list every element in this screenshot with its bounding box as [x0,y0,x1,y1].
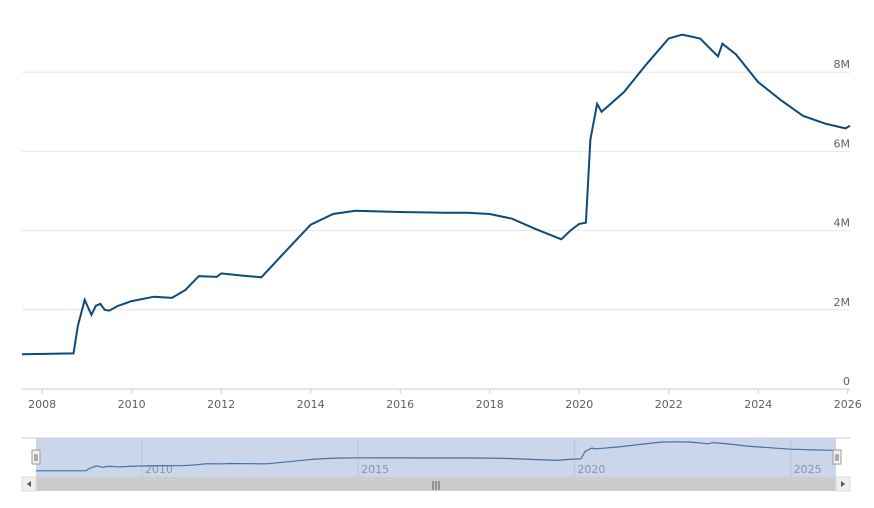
x-axis: 2008 2010 2012 2014 2016 2018 2020 2022 2024 2026 [22,388,862,411]
x-tick-label: 2022 [655,398,683,411]
navigator-x-axis: 2010 2015 2020 2025 [141,438,822,477]
navigator-series-line [36,441,837,472]
y-tick-label: 6M [834,137,851,150]
y-tick-label: 8M [834,58,851,71]
arrow-left-icon [27,481,31,487]
scrollbar-thumb[interactable] [36,477,836,491]
y-tick-label: 0 [843,375,850,388]
x-tick-label: 2012 [207,398,235,411]
navigator-label: 2020 [577,463,605,476]
x-tick-label: 2026 [834,398,862,411]
x-tick-label: 2010 [118,398,146,411]
navigator-label: 2010 [145,463,173,476]
series-line [21,33,851,356]
navigator-label: 2025 [794,463,822,476]
navigator-label: 2015 [361,463,389,476]
y-tick-label: 2M [834,296,851,309]
arrow-right-icon [841,481,845,487]
navigator-handle-right[interactable] [832,449,842,465]
scrollbar[interactable]: ||| [21,476,851,492]
y-tick-label: 4M [834,217,851,230]
scrollbar-grip-icon: ||| [431,481,440,491]
x-tick-label: 2008 [28,398,56,411]
x-tick-label: 2020 [565,398,593,411]
grid-lines [22,71,850,311]
x-tick-label: 2018 [476,398,504,411]
x-tick-label: 2016 [386,398,414,411]
x-tick-label: 2024 [744,398,772,411]
y-axis: 0 2M 4M 6M 8M [834,58,851,388]
x-tick-label: 2014 [297,398,325,411]
navigator[interactable]: 2010 2015 2020 2025 [22,437,850,477]
navigator-handle-left[interactable] [31,449,41,465]
